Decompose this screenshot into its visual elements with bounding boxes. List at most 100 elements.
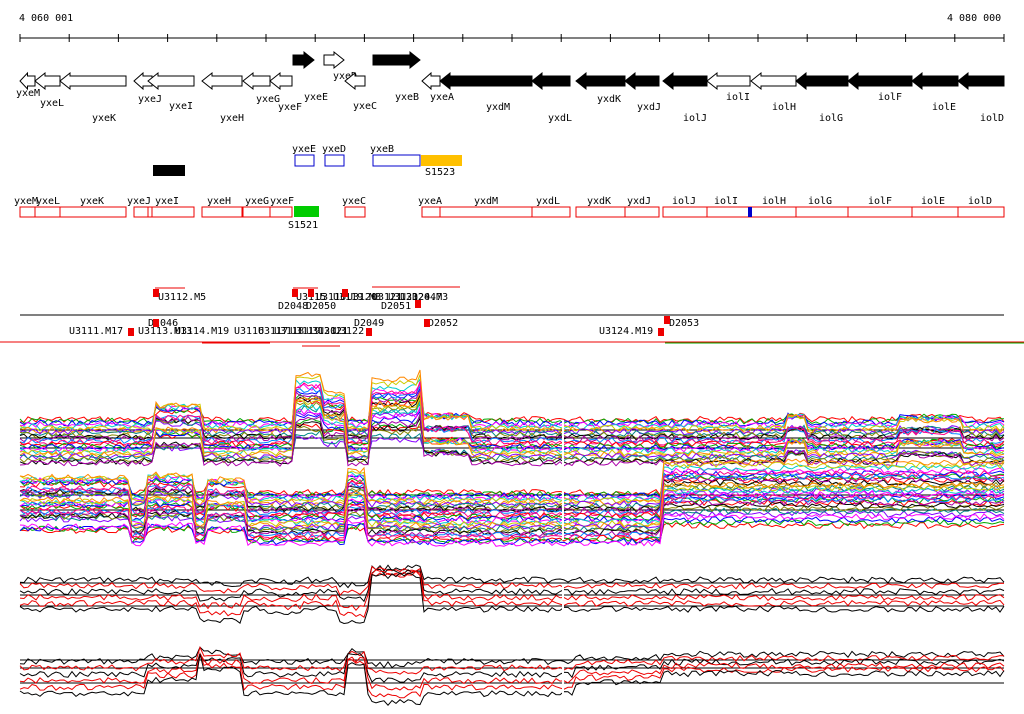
gene-yxeM[interactable]: yxeM <box>16 71 40 99</box>
gene-yxeC[interactable]: yxeC <box>344 71 377 112</box>
feature-marker[interactable] <box>128 328 134 336</box>
feature-marker[interactable] <box>664 316 670 324</box>
gene-yxeH[interactable]: yxeH <box>201 71 244 124</box>
gene-arrow[interactable] <box>201 71 243 91</box>
gene-iolH[interactable]: iolH <box>750 71 797 113</box>
gene-arrow[interactable] <box>624 71 660 91</box>
gene-yxeB[interactable]: yxeB <box>372 50 421 103</box>
segment-block[interactable] <box>294 206 319 217</box>
gene-arrow[interactable] <box>372 50 421 70</box>
segment-block[interactable] <box>421 155 462 166</box>
feature-marker[interactable] <box>292 289 298 297</box>
gene-yxeK[interactable]: yxeK <box>59 71 127 124</box>
red-box[interactable] <box>421 206 441 218</box>
red-box[interactable] <box>19 206 36 218</box>
gene-arrow[interactable] <box>242 71 271 91</box>
expression-trace <box>19 516 1005 546</box>
feature-marker[interactable] <box>153 289 159 297</box>
gene-iolF[interactable]: iolF <box>847 71 913 103</box>
gene-yxeF[interactable]: yxeF <box>269 71 302 113</box>
gene-yxeD[interactable]: yxeD <box>323 50 357 82</box>
red-box[interactable] <box>750 206 797 218</box>
blue-box[interactable] <box>372 154 421 167</box>
expression-trace <box>19 645 1005 675</box>
feature-marker[interactable] <box>308 289 314 297</box>
gene-arrow[interactable] <box>133 71 153 91</box>
gene-iolE[interactable]: iolE <box>911 71 959 113</box>
gene-yxeJ[interactable]: yxeJ <box>133 71 162 105</box>
gene-arrow[interactable] <box>957 71 1005 91</box>
gene-arrow[interactable] <box>323 50 345 70</box>
gene-arrow[interactable] <box>662 71 708 91</box>
red-box[interactable] <box>269 206 293 218</box>
expression-panel-1[interactable] <box>19 369 1005 467</box>
gene-arrow[interactable] <box>19 71 36 91</box>
red-box-label: yxeJ <box>127 196 151 207</box>
red-box[interactable] <box>344 206 366 218</box>
expression-panel-4[interactable] <box>19 645 1005 706</box>
gene-arrow[interactable] <box>911 71 959 91</box>
red-box[interactable] <box>531 206 571 218</box>
gene-arrow[interactable] <box>292 50 315 70</box>
gene-arrow[interactable] <box>575 71 626 91</box>
blue-box[interactable] <box>324 154 345 167</box>
gene-arrow[interactable] <box>421 71 441 91</box>
gene-yxeA[interactable]: yxeA <box>421 71 454 103</box>
gene-yxdJ[interactable]: yxdJ <box>624 71 661 113</box>
gene-yxeI[interactable]: yxeI <box>147 71 195 112</box>
gene-arrow[interactable] <box>147 71 195 91</box>
gene-arrow[interactable] <box>59 71 127 91</box>
red-box[interactable] <box>439 206 533 218</box>
red-box[interactable] <box>201 206 243 218</box>
red-box[interactable] <box>575 206 626 218</box>
red-box[interactable] <box>133 206 153 218</box>
gene-arrow[interactable] <box>847 71 913 91</box>
red-box[interactable] <box>662 206 708 218</box>
red-box[interactable] <box>847 206 913 218</box>
expression-trace <box>19 568 1005 603</box>
expression-panel-3[interactable] <box>19 564 1005 625</box>
feature-marker[interactable] <box>415 300 421 308</box>
gene-yxdM[interactable]: yxdM <box>439 71 533 113</box>
gene-arrow[interactable] <box>795 71 849 91</box>
feature-marker[interactable] <box>658 328 664 336</box>
feature-marker[interactable] <box>153 319 159 327</box>
red-box[interactable] <box>59 206 127 218</box>
gene-yxeL[interactable]: yxeL <box>34 71 64 109</box>
gene-arrow[interactable] <box>531 71 571 91</box>
gene-arrow[interactable] <box>750 71 797 91</box>
gene-arrow[interactable] <box>706 71 751 91</box>
expression-trace <box>19 434 1005 460</box>
red-box[interactable] <box>624 206 660 218</box>
feature-marker[interactable] <box>366 328 372 336</box>
gene-yxeE[interactable]: yxeE <box>292 50 328 103</box>
gene-arrow[interactable] <box>34 71 61 91</box>
red-box[interactable] <box>147 206 195 218</box>
gene-yxeG[interactable]: yxeG <box>242 71 280 105</box>
gene-arrow[interactable] <box>344 71 366 91</box>
gene-iolJ[interactable]: iolJ <box>662 71 708 124</box>
red-box-label: yxdJ <box>627 196 651 207</box>
gene-iolG[interactable]: iolG <box>795 71 849 124</box>
red-box[interactable] <box>911 206 959 218</box>
red-box[interactable] <box>795 206 849 218</box>
gene-iolD[interactable]: iolD <box>957 71 1005 124</box>
segment-block[interactable] <box>153 165 185 176</box>
expression-panel-2[interactable] <box>19 458 1005 547</box>
feature-marker[interactable] <box>424 319 430 327</box>
gene-yxdK[interactable]: yxdK <box>575 71 626 105</box>
blue-box[interactable] <box>294 154 315 167</box>
red-box[interactable] <box>34 206 61 218</box>
red-box[interactable] <box>957 206 1005 218</box>
red-box[interactable] <box>706 206 751 218</box>
gene-arrow[interactable] <box>439 71 533 91</box>
gene-yxdL[interactable]: yxdL <box>531 71 572 124</box>
feature-marker[interactable] <box>342 289 348 297</box>
red-box[interactable] <box>242 206 271 218</box>
segment-label: S1520 <box>153 167 183 178</box>
gene-label: iolJ <box>683 113 707 124</box>
gene-arrow[interactable] <box>269 71 293 91</box>
feature-label-lower: U3111.M17 <box>69 326 123 337</box>
gene-iolI[interactable]: iolI <box>706 71 751 103</box>
